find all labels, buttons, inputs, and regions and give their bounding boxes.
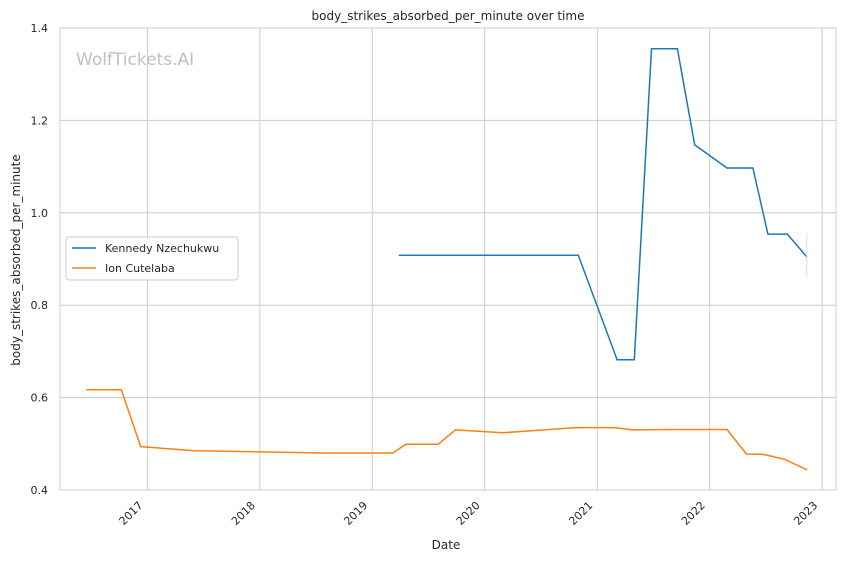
series-1-point-9 xyxy=(502,431,504,434)
series-1-point-7 xyxy=(437,443,439,446)
series-1-point-2 xyxy=(139,445,142,448)
series-0-point-9 xyxy=(767,233,769,235)
series-layer xyxy=(86,48,808,471)
x-tick-label: 2018 xyxy=(229,499,258,528)
series-1-point-10 xyxy=(575,426,577,429)
x-tick-label: 2020 xyxy=(454,499,483,528)
legend-label-kennedy: Kennedy Nzechukwu xyxy=(105,242,219,255)
series-1-point-4 xyxy=(323,452,325,454)
series-1-point-18 xyxy=(805,468,808,471)
series-1-point-8 xyxy=(454,429,457,431)
series-0-point-3 xyxy=(633,358,636,361)
series-0-point-0 xyxy=(398,254,401,257)
series-1-point-17 xyxy=(784,458,786,461)
series-0-point-1 xyxy=(577,254,580,257)
x-tick-label: 2017 xyxy=(117,499,146,528)
x-tick-label: 2021 xyxy=(566,499,595,528)
x-axis-title: Date xyxy=(432,538,461,552)
y-tick-label: 0.4 xyxy=(31,484,49,497)
series-1-point-3 xyxy=(193,449,196,452)
x-tick-label: 2023 xyxy=(791,499,820,528)
series-line-0 xyxy=(399,48,808,361)
y-tick-label: 1.0 xyxy=(31,207,49,220)
y-tick-label: 1.2 xyxy=(31,114,49,127)
series-1-point-16 xyxy=(762,453,765,456)
series-0-point-8 xyxy=(752,167,754,169)
series-0-point-6 xyxy=(693,144,696,146)
chart-title: body_strikes_absorbed_per_minute over ti… xyxy=(312,9,585,23)
series-1-point-0 xyxy=(86,388,88,391)
watermark: WolfTickets.AI xyxy=(76,50,194,70)
y-tick-label: 0.6 xyxy=(31,392,49,405)
series-1-point-5 xyxy=(392,452,394,454)
series-0-point-7 xyxy=(726,167,728,169)
x-tick-label: 2019 xyxy=(341,499,370,528)
series-0-point-10 xyxy=(786,233,789,235)
series-0-point-5 xyxy=(676,48,679,50)
series-1-point-1 xyxy=(120,388,123,391)
plot-frame xyxy=(59,27,837,491)
y-tick-label: 1.4 xyxy=(31,22,49,35)
series-0-point-4 xyxy=(650,48,653,50)
series-1-point-12 xyxy=(631,429,633,431)
legend: Kennedy Nzechukwu Ion Cutelaba xyxy=(65,236,239,281)
x-tick-labels: 2017 2018 2019 2020 2021 2022 2023 xyxy=(117,499,821,528)
series-0-point-2 xyxy=(616,358,618,361)
series-1-point-14 xyxy=(726,428,728,431)
series-1-point-15 xyxy=(745,453,748,455)
y-tick-labels: 0.4 0.6 0.8 1.0 1.2 1.4 xyxy=(31,22,49,497)
y-axis-title: body_strikes_absorbed_per_minute xyxy=(9,154,23,365)
series-1-point-13 xyxy=(670,428,672,431)
grid-lines xyxy=(60,27,836,491)
y-tick-label: 0.8 xyxy=(31,299,49,312)
legend-box xyxy=(65,236,239,281)
legend-label-ion: Ion Cutelaba xyxy=(105,262,175,275)
x-tick-label: 2022 xyxy=(679,499,708,528)
series-1-point-11 xyxy=(614,426,616,429)
series-1-point-6 xyxy=(405,443,407,446)
